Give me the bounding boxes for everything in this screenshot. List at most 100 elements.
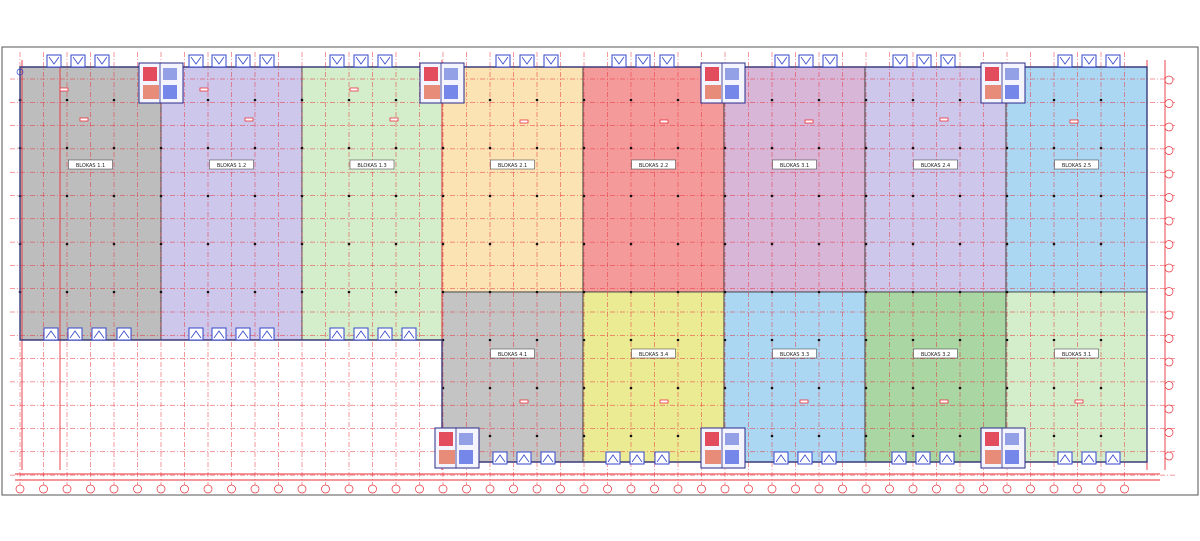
loading-dock [611,54,627,68]
column-dot [65,242,69,246]
stair-core [700,62,746,104]
axis-bubble [838,484,847,494]
column-dot [817,290,821,294]
room-tag [349,87,359,92]
dock-door [540,451,556,465]
column-dot [864,290,868,294]
loading-dock [915,451,931,465]
axis-markers [15,68,1174,494]
column-dot [300,146,304,150]
axis-bubble [1164,287,1174,296]
core-room [985,67,999,81]
dock-door [1081,54,1097,68]
column-dot [159,242,163,246]
column-dot [1052,386,1056,390]
column-dot [535,242,539,246]
axis-bubble [156,484,166,494]
dock-door [915,451,931,465]
loading-dock [797,451,813,465]
column-dot [253,242,257,246]
block-label-box [68,159,113,170]
room-tag [804,119,814,124]
column-dot [817,194,821,198]
core-room [705,67,719,81]
axis-bubble [1164,310,1174,320]
dock-leveler [45,330,57,339]
block-b33 [723,291,866,463]
dock-door [1105,54,1121,68]
loading-dock [353,54,369,68]
dock-door [46,54,62,68]
column-dot [817,338,821,342]
room-tag [659,399,669,404]
block-label: BLOKAS 3.2 [921,352,950,358]
core-room [725,433,739,445]
dock-leveler [661,56,673,65]
dock-door [822,54,838,68]
column-dot [629,338,633,342]
column-dot [253,146,257,150]
column-dot [582,98,586,102]
dock-door [798,54,814,68]
column-dot [770,194,774,198]
dock-door [605,451,621,465]
column-dot [253,98,257,102]
core-room [1005,85,1019,99]
block-label: BLOKAS 1.2 [217,163,246,169]
dock-door [516,451,532,465]
column-dot [770,242,774,246]
axis-bubble [86,484,95,494]
room-tag [244,117,254,122]
axis-bubble [1164,357,1174,367]
column-dot [488,146,492,150]
column-dot [958,386,962,390]
loading-dock [659,54,675,68]
column-dot [629,194,633,198]
column-dot [65,146,69,150]
dock-door [492,451,508,465]
block-b21 [441,66,584,293]
column-dot [1052,338,1056,342]
loading-dock [495,54,511,68]
column-dot [1005,146,1009,150]
column-dot [582,146,586,150]
dock-leveler [69,330,81,339]
column-dot [488,194,492,198]
column-dot [488,338,492,342]
column-dot [394,242,398,246]
core-room [725,68,739,80]
dock-leveler [261,56,273,65]
core-room [985,85,1001,99]
axis-bubble [180,484,189,494]
column-dot [864,386,868,390]
dock-leveler [518,454,530,463]
loading-dock [116,327,132,341]
column-dot [723,290,727,294]
column-dot [112,194,116,198]
column-dot [206,194,210,198]
column-dot [206,242,210,246]
dock-door [1057,451,1073,465]
axis-bubble [1164,193,1174,202]
column-dot [864,434,868,438]
axis-bubble [532,484,542,494]
dock-leveler [1107,454,1119,463]
column-dot [159,194,163,198]
dock-door [1057,54,1073,68]
dock-door [611,54,627,68]
column-dot [300,242,304,246]
column-dot [864,242,868,246]
stair-core [980,62,1026,104]
loading-dock [401,327,417,341]
axis-bubble [720,484,730,494]
loading-dock [629,451,645,465]
axis-bubble [485,484,495,494]
loading-dock [492,451,508,465]
column-dot [1099,194,1103,198]
core-room [705,450,721,464]
loading-dock [916,54,932,68]
loading-dock [1081,451,1097,465]
column-dot [300,98,304,102]
axis-bubble [1164,146,1174,155]
room-tag [1069,119,1079,124]
